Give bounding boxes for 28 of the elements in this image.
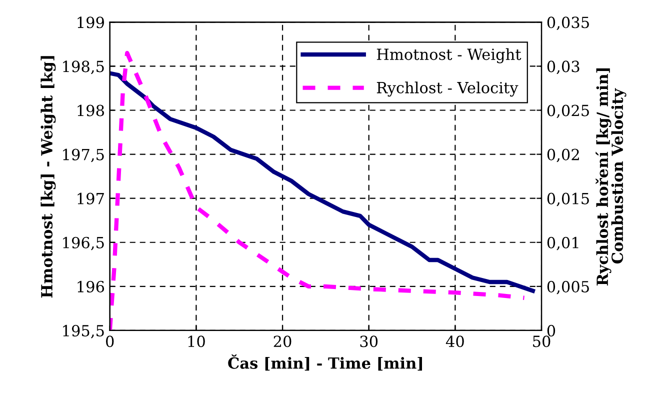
y-tick-label: 199 (78, 16, 104, 28)
y-tick-label: 197 (78, 192, 104, 204)
x-tick-label: 50 (533, 336, 550, 348)
y2-tick-label: 0,005 (547, 280, 589, 294)
x-tick-label: 10 (188, 336, 205, 348)
y2-tick-label: 0 (547, 324, 556, 336)
y2-tick-label: 0,03 (547, 60, 580, 74)
y-axis-title: Hmotnost [kg] - Weight [kg] (40, 56, 56, 298)
x-axis-title: Čas [min] - Time [min] (228, 354, 422, 371)
legend-label: Rychlost - Velocity (376, 82, 518, 97)
y-tick-label: 195,5 (63, 324, 104, 338)
y-tick-label: 198,5 (63, 60, 104, 74)
x-tick-label: 30 (360, 336, 378, 348)
line-series (110, 71, 535, 293)
y2-tick-label: 0,025 (547, 104, 589, 118)
y-tick-label: 196,5 (63, 236, 104, 250)
y-tick-label: 198 (78, 104, 104, 116)
legend-label: Hmotnost - Weight (376, 48, 522, 64)
y2-axis-title: Rychlost hoření [kg/ min] Combustion Velocity (596, 68, 626, 286)
x-tick-label: 20 (274, 336, 292, 348)
x-tick-label: 0 (106, 336, 114, 348)
y2-tick-label: 0,02 (547, 148, 579, 162)
y2-tick-label: 0,035 (547, 16, 589, 30)
y-tick-label: 196 (78, 280, 104, 292)
x-tick-label: 40 (446, 336, 464, 348)
y2-tick-label: 0,01 (547, 236, 578, 250)
y-tick-label: 197,5 (63, 148, 104, 162)
y2-tick-label: 0,015 (547, 192, 589, 206)
